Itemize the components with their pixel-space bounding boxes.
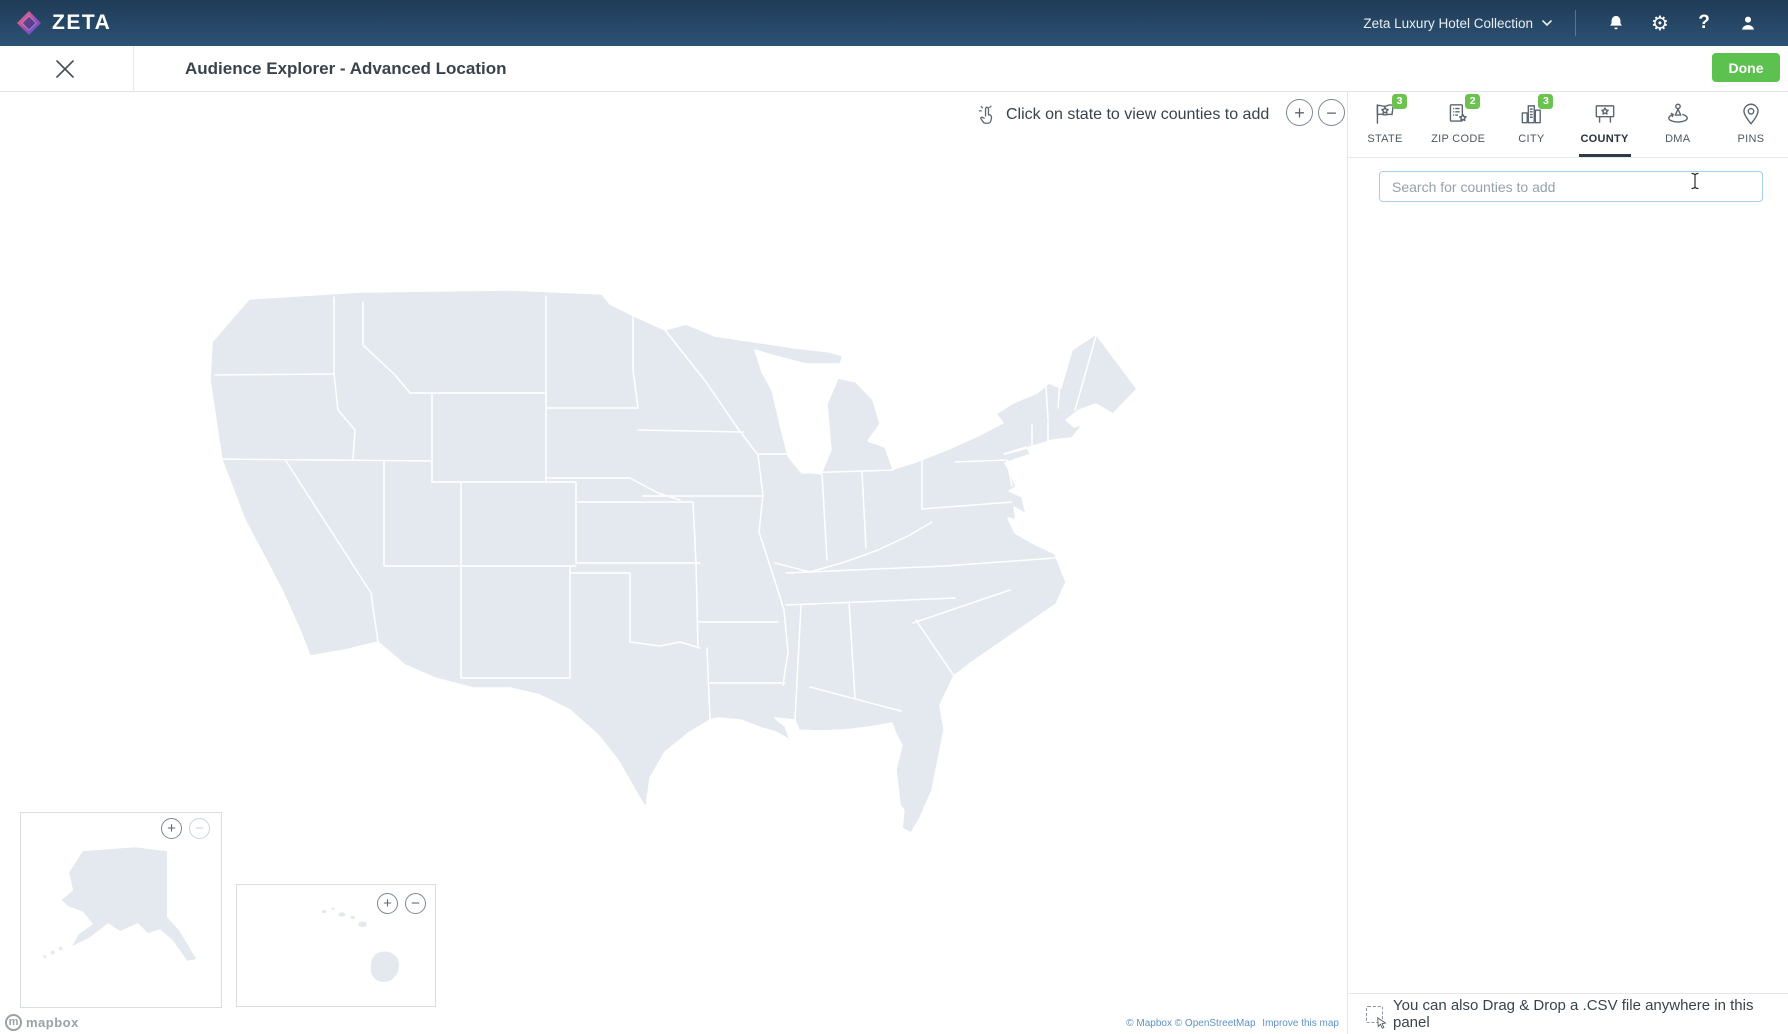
alaska-zoom-in-button[interactable]: + — [161, 818, 182, 839]
tab-county[interactable]: COUNTY — [1570, 100, 1640, 157]
document-star-icon — [1449, 104, 1467, 122]
tab-zip-label: ZIP CODE — [1431, 133, 1486, 145]
csv-note-text: You can also Drag & Drop a .CSV file any… — [1393, 997, 1754, 1031]
tab-pins-label: PINS — [1737, 133, 1765, 145]
help-icon[interactable]: ? — [1698, 12, 1710, 33]
state-borders — [214, 295, 1097, 721]
mapbox-logo[interactable]: m mapbox — [5, 1014, 79, 1031]
alaska-zoom-controls: + − — [161, 818, 210, 839]
tab-dma[interactable]: DMA — [1643, 100, 1713, 157]
location-panel: 3 STATE 2 — [1347, 92, 1788, 1034]
settings-gear-icon[interactable]: ⚙ — [1651, 11, 1669, 35]
toolbar-divider — [133, 46, 134, 92]
zoom-in-button[interactable]: + — [1286, 99, 1313, 126]
map-zoom-controls: + − — [1286, 99, 1345, 126]
drag-drop-icon — [1366, 1005, 1387, 1029]
page-title: Audience Explorer - Advanced Location — [185, 59, 507, 78]
flag-star-icon — [1376, 104, 1394, 124]
alaska-landmass — [43, 846, 198, 963]
close-icon[interactable] — [53, 57, 77, 81]
state-count-badge: 3 — [1392, 94, 1407, 109]
map-pin-icon — [1743, 103, 1759, 125]
map-instruction-text: Click on state to view counties to add — [1006, 106, 1270, 123]
tab-state-label: STATE — [1367, 133, 1403, 145]
hawaii-landmass — [320, 906, 400, 983]
csv-drop-note: You can also Drag & Drop a .CSV file any… — [1348, 993, 1788, 1034]
top-nav-bar: ZETA Zeta Luxury Hotel Collection ⚙ ? — [0, 0, 1788, 46]
hawaii-inset-map[interactable]: + − — [236, 884, 436, 1007]
zeta-logo[interactable]: ZETA — [16, 10, 111, 36]
tap-hand-icon — [978, 105, 993, 124]
tab-dma-label: DMA — [1665, 133, 1691, 145]
zip-count-badge: 2 — [1465, 94, 1481, 109]
improve-map-link[interactable]: Improve this map — [1262, 1018, 1339, 1029]
buildings-icon — [1522, 105, 1542, 124]
hawaii-zoom-out-button[interactable]: − — [405, 893, 426, 914]
done-button[interactable]: Done — [1712, 53, 1780, 82]
billboard-star-icon — [1595, 105, 1614, 123]
zeta-diamond-icon — [17, 11, 41, 35]
map-canvas[interactable]: Click on state to view counties to add +… — [0, 92, 1347, 1034]
tab-city[interactable]: 3 CITY — [1496, 94, 1566, 157]
location-type-tabs: 3 STATE 2 — [1348, 92, 1788, 158]
person-radius-icon — [1667, 103, 1688, 123]
user-profile-icon[interactable] — [1726, 5, 1770, 41]
account-name: Zeta Luxury Hotel Collection — [1363, 15, 1533, 31]
tab-state[interactable]: 3 STATE — [1350, 94, 1420, 157]
tab-zip-code[interactable]: 2 ZIP CODE — [1423, 94, 1493, 157]
tab-city-label: CITY — [1518, 133, 1545, 145]
account-selector[interactable]: Zeta Luxury Hotel Collection — [1363, 16, 1553, 31]
tab-pins[interactable]: PINS — [1716, 100, 1786, 157]
header-divider — [1575, 10, 1576, 36]
attribution-text[interactable]: © Mapbox © OpenStreetMap — [1126, 1018, 1256, 1029]
tab-county-label: COUNTY — [1580, 133, 1629, 145]
hawaii-zoom-controls: + − — [377, 893, 426, 914]
map-attribution: © Mapbox © OpenStreetMap Improve this ma… — [1126, 1018, 1339, 1029]
modal-toolbar: Audience Explorer - Advanced Location Do… — [0, 46, 1788, 92]
alaska-zoom-out-button[interactable]: − — [189, 818, 210, 839]
alaska-inset-map[interactable]: + − — [20, 812, 222, 1008]
cursor-arrow-icon — [1377, 1016, 1387, 1029]
mapbox-mark-icon: m — [5, 1014, 22, 1031]
zoom-out-button[interactable]: − — [1318, 99, 1345, 126]
hawaii-zoom-in-button[interactable]: + — [377, 893, 398, 914]
chevron-down-icon — [1542, 20, 1552, 27]
us-landmass — [210, 290, 1138, 834]
brand-wordmark: ZETA — [52, 11, 112, 34]
city-count-badge: 3 — [1538, 94, 1554, 109]
county-search-input[interactable] — [1379, 171, 1763, 202]
us-states-map[interactable] — [210, 290, 1140, 835]
map-instruction: Click on state to view counties to add — [975, 104, 1269, 126]
notifications-bell-icon[interactable] — [1594, 5, 1638, 41]
